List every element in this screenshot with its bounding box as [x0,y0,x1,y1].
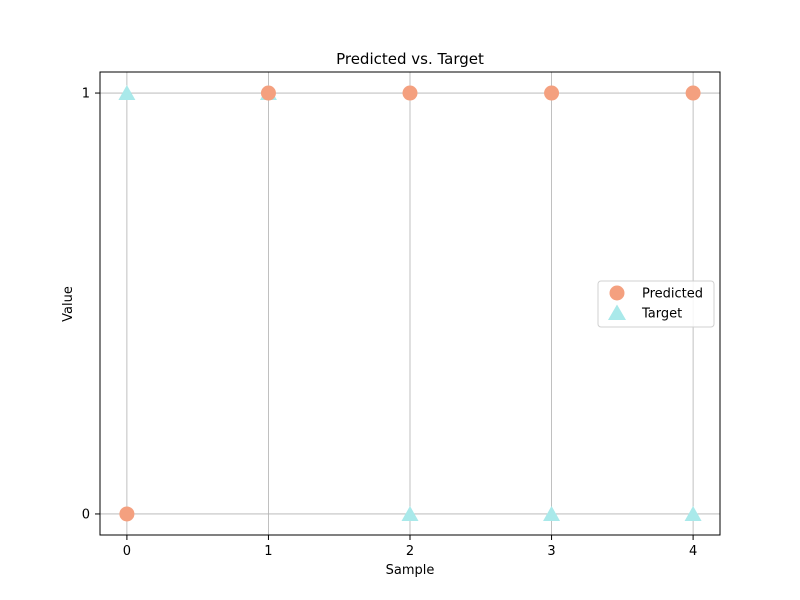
x-tick-label: 4 [689,544,697,559]
target-point [401,505,419,521]
predicted-point [544,85,560,101]
legend-target-marker [608,304,626,320]
y-axis-label: Value [61,286,76,322]
predicted-point [685,85,701,101]
target-point [118,85,136,101]
target-point [684,505,702,521]
legend-target-label: Target [641,307,682,322]
legend: Predicted Target [597,280,715,328]
data-marks [118,85,702,522]
legend-box [597,280,715,328]
x-tick-label: 0 [123,544,131,559]
legend-predicted-label: Predicted [642,287,703,302]
target-point [543,505,561,521]
y-tick-label: 0 [82,507,90,522]
x-tick-label: 1 [264,544,272,559]
predicted-point [260,85,276,101]
x-tick-label: 3 [547,544,555,559]
y-tick-label: 1 [82,87,90,102]
chart-title: Predicted vs. Target [336,50,484,68]
legend-predicted-marker [609,285,625,301]
x-tick-label: 2 [406,544,414,559]
x-axis-label: Sample [386,563,435,578]
predicted-point [119,506,135,522]
tick-marks: 0 1 2 3 4 0 1 [82,87,698,559]
predicted-point [402,85,418,101]
